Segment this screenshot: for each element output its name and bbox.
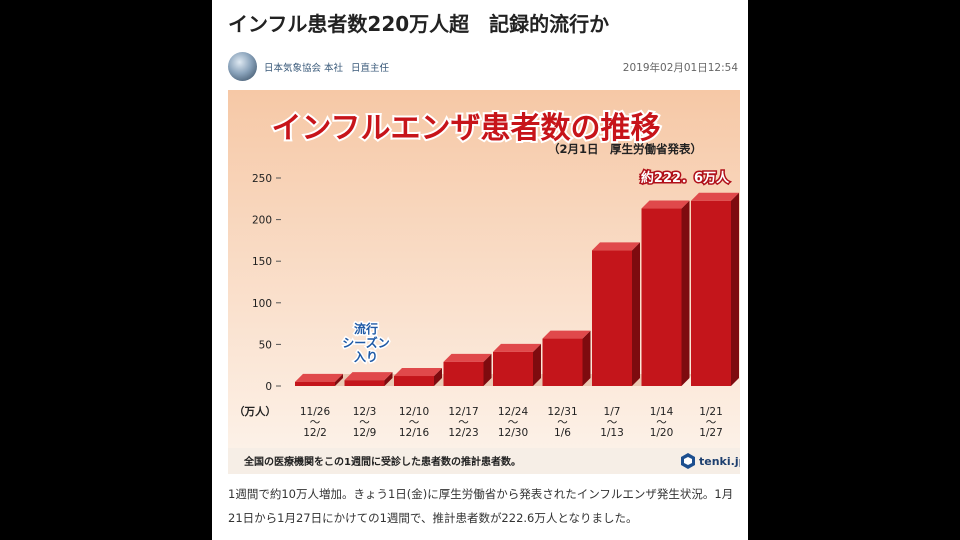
bar-side bbox=[632, 242, 640, 386]
y-tick-label: 150 bbox=[252, 256, 272, 268]
x-tick-separator: ～ bbox=[310, 417, 321, 429]
x-tick-separator: ～ bbox=[458, 417, 469, 429]
bar-top bbox=[394, 368, 442, 377]
x-tick-label: 11/26 bbox=[300, 406, 331, 418]
bar bbox=[641, 208, 682, 386]
x-tick-label: 12/10 bbox=[399, 406, 429, 418]
bar-side bbox=[434, 368, 442, 386]
chart-title: インフルエンザ患者数の推移 bbox=[271, 111, 660, 146]
x-tick-label: 12/3 bbox=[353, 406, 377, 418]
x-tick-separator: ～ bbox=[706, 417, 717, 429]
bar-top bbox=[493, 343, 541, 352]
x-tick-label: 12/9 bbox=[353, 427, 377, 439]
season-annotation-line: シーズン bbox=[342, 335, 389, 350]
bar-side bbox=[384, 372, 393, 386]
y-tick-label: 0 bbox=[265, 381, 272, 393]
x-tick-separator: ～ bbox=[607, 417, 618, 429]
tenki-logo-icon bbox=[681, 453, 695, 469]
author-name[interactable]: 日直主任 bbox=[351, 63, 390, 74]
x-tick-label: 12/24 bbox=[498, 406, 529, 418]
bar bbox=[592, 250, 632, 386]
x-tick-label: 12/23 bbox=[448, 427, 478, 439]
bar-side bbox=[582, 330, 591, 386]
y-tick-label: 100 bbox=[252, 298, 272, 310]
season-annotation-line: 入り bbox=[354, 350, 378, 364]
x-tick-label: 1/20 bbox=[650, 427, 674, 439]
x-tick-separator: ～ bbox=[409, 417, 420, 429]
chart-figure: インフルエンザ患者数の推移 （2月1日 厚生労働省発表） 0 50 100 150 20… bbox=[228, 90, 747, 474]
bar-top bbox=[641, 200, 690, 209]
y-tick-label: 200 bbox=[252, 215, 272, 227]
bar-top bbox=[592, 242, 640, 251]
bar bbox=[443, 361, 484, 386]
y-tick-label: 50 bbox=[259, 339, 272, 351]
x-tick-label: 12/31 bbox=[547, 406, 577, 418]
bar-side bbox=[731, 192, 739, 386]
x-tick-separator: ～ bbox=[656, 417, 667, 429]
chart-svg: インフルエンザ患者数の推移 （2月1日 厚生労働省発表） 0 50 100 150 20… bbox=[228, 90, 747, 474]
bar-side bbox=[335, 373, 343, 386]
x-tick-separator: ～ bbox=[557, 417, 568, 429]
bar-side bbox=[483, 353, 492, 386]
chart-subtitle: （2月1日 厚生労働省発表） bbox=[548, 142, 702, 156]
bar bbox=[295, 381, 335, 386]
bar-side bbox=[681, 200, 690, 386]
publish-date: 2019年02月01日12:54 bbox=[622, 62, 738, 74]
x-tick-label: 1/21 bbox=[699, 406, 723, 418]
y-unit-label: （万人） bbox=[234, 405, 276, 418]
season-annotation-line: 流行 bbox=[354, 321, 378, 336]
x-tick-separator: ～ bbox=[508, 417, 519, 429]
x-tick-separator: ～ bbox=[359, 417, 370, 429]
x-tick-label: 1/6 bbox=[554, 427, 571, 439]
article-page: インフル患者数220万人超 記録的流行か 日本気象協会 本社 日直主任 2019年… bbox=[212, 0, 748, 540]
last-value-annotation: 約222．6万人 bbox=[641, 170, 730, 186]
x-tick-label: 1/7 bbox=[604, 406, 621, 418]
brand-label: tenki.jp bbox=[699, 455, 740, 468]
x-tick-label: 1/27 bbox=[699, 427, 723, 439]
bar-top bbox=[295, 373, 343, 382]
bar-top bbox=[344, 372, 393, 381]
x-tick-label: 1/14 bbox=[650, 406, 674, 418]
bar-top bbox=[443, 353, 492, 362]
y-tick-label: 250 bbox=[252, 173, 272, 185]
chart-footnote: 全国の医療機関をこの1週間に受診した患者数の推計患者数。 bbox=[243, 455, 521, 468]
bar bbox=[344, 380, 385, 386]
bar-top bbox=[542, 330, 591, 339]
article-body: 1週間で約10万人増加。きょう1日(金)に厚生労働省から発表されたインフルエンザ… bbox=[228, 487, 734, 525]
bar-side bbox=[533, 343, 541, 386]
author-line: 日本気象協会 本社 日直主任 bbox=[264, 60, 389, 74]
footnote-band bbox=[228, 448, 740, 474]
x-tick-label: 12/16 bbox=[399, 427, 430, 439]
x-tick-label: 1/13 bbox=[600, 427, 624, 439]
bars-group bbox=[295, 192, 739, 386]
article-headline: インフル患者数220万人超 記録的流行か bbox=[228, 12, 610, 36]
author-organization[interactable]: 日本気象協会 本社 bbox=[264, 63, 344, 74]
bar bbox=[542, 338, 583, 386]
x-axis: 11/26～12/212/3～12/912/10～12/1612/17～12/2… bbox=[300, 406, 723, 439]
bar-top bbox=[691, 192, 739, 201]
y-axis: 0 50 100 150 200 250 bbox=[252, 173, 281, 393]
bar bbox=[394, 376, 434, 386]
x-tick-label: 12/30 bbox=[498, 427, 528, 439]
x-tick-label: 12/2 bbox=[303, 427, 327, 439]
bar bbox=[493, 351, 533, 386]
author-avatar[interactable] bbox=[228, 52, 257, 81]
bar bbox=[691, 200, 731, 386]
x-tick-label: 12/17 bbox=[448, 406, 478, 418]
